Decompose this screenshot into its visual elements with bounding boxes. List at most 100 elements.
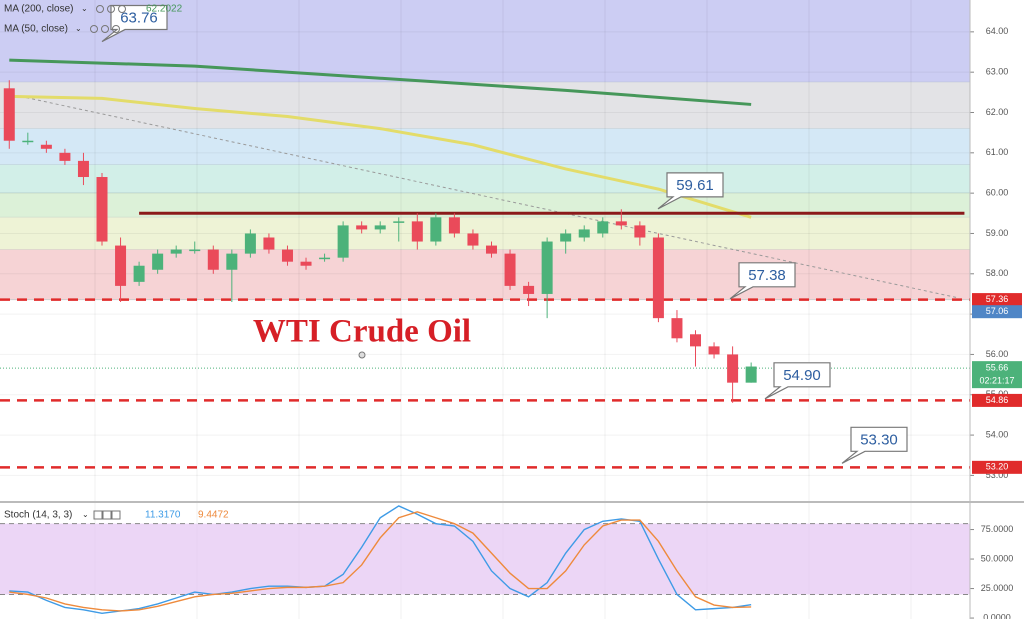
candle-body: [485, 245, 497, 254]
legend-value: 9.4472: [198, 510, 229, 521]
candle-body: [133, 265, 145, 282]
y-tick-label: 60.00: [986, 188, 1009, 198]
candle-body: [652, 237, 664, 319]
legend-icon[interactable]: [107, 5, 115, 13]
callout-box: [101, 4, 168, 43]
candle-body: [96, 177, 108, 242]
callout-label: 63.76: [120, 10, 158, 27]
candle-body: [411, 221, 423, 242]
legend-label: MA (50, close): [4, 24, 68, 35]
candle-body: [541, 241, 553, 294]
anchor-dot: [358, 351, 366, 359]
legend-icon[interactable]: [96, 5, 104, 13]
price-tag: [972, 460, 1022, 474]
legend-arrow: ⌄: [81, 4, 88, 13]
legend-value: 62.2022: [146, 4, 183, 15]
stoch-title: Stoch (14, 3, 3): [4, 510, 72, 521]
legend-icon[interactable]: [93, 510, 103, 520]
candle-body: [115, 245, 127, 286]
y-tick-label: 53.00: [986, 470, 1009, 480]
last-price-label: 55.66: [986, 363, 1009, 373]
candle-body: [77, 160, 89, 178]
candle-body: [244, 233, 256, 254]
price-tag-label: 54.86: [986, 395, 1009, 405]
candle-body: [40, 144, 52, 149]
candle-body: [523, 285, 535, 294]
price-tag-label: 53.20: [986, 462, 1009, 472]
candle-body: [281, 249, 293, 262]
price-tag-label: 57.36: [986, 294, 1009, 304]
callout-box: [841, 426, 908, 464]
candle-body: [226, 253, 238, 270]
price-tag: [972, 305, 1022, 319]
candle-body: [3, 88, 15, 141]
trend-line: [20, 95, 959, 299]
y-tick-label: 0.0000: [983, 612, 1011, 619]
candle-body: [708, 346, 720, 355]
legend-icon[interactable]: [90, 25, 98, 33]
y-tick-label: 75.0000: [981, 524, 1014, 534]
candle-body: [430, 217, 442, 242]
legend-label: MA (200, close): [4, 4, 73, 15]
zone: [0, 164, 970, 194]
legend-arrow: ⌄: [75, 24, 82, 33]
candle-body: [597, 221, 609, 234]
candle-body: [615, 221, 627, 226]
candle-body: [448, 217, 460, 234]
moving-average: [9, 58, 752, 106]
legend-icon[interactable]: [102, 510, 112, 520]
legend-icon[interactable]: [112, 25, 120, 33]
zone: [0, 217, 970, 250]
candle-body: [671, 318, 683, 339]
y-tick-label: 56.00: [986, 349, 1009, 359]
candle-body: [189, 249, 201, 252]
zone: [0, 82, 970, 129]
y-tick-label: 58.00: [986, 268, 1009, 278]
candle-body: [393, 221, 405, 223]
candle-body: [300, 261, 312, 266]
y-tick-label: 62.00: [986, 107, 1009, 117]
y-tick-label: 63.00: [986, 67, 1009, 77]
callout-box: [657, 172, 724, 210]
candle-body: [263, 237, 275, 250]
price-tag: [972, 393, 1022, 407]
legend-icon[interactable]: [118, 5, 126, 13]
candle-body: [337, 225, 349, 258]
candle-body: [690, 334, 702, 347]
y-tick-label: 50.0000: [981, 553, 1014, 563]
candle-body: [319, 257, 331, 260]
candle-body: [207, 249, 219, 270]
candle-body: [504, 253, 516, 286]
candle-body: [59, 152, 71, 161]
legend-icon[interactable]: [101, 25, 109, 33]
candle-body: [727, 354, 739, 383]
candle-body: [170, 249, 182, 254]
countdown: 02:21:17: [979, 376, 1014, 386]
legend-value: 11.3170: [145, 510, 181, 521]
legend-icon[interactable]: [111, 510, 121, 520]
callout-box: [764, 362, 831, 400]
candle-body: [560, 233, 572, 242]
y-tick-label: 59.00: [986, 228, 1009, 238]
callout-box: [729, 262, 796, 300]
callout-label: 54.90: [783, 367, 821, 384]
moving-average: [9, 94, 752, 219]
y-tick-label: 64.00: [986, 26, 1009, 36]
candle-body: [634, 225, 646, 238]
y-tick-label: 54.00: [986, 429, 1009, 439]
stoch-line: [9, 511, 752, 612]
annotation-title: WTI Crude Oil: [253, 314, 471, 350]
callout-label: 59.61: [676, 177, 714, 194]
callout-label: 57.38: [748, 267, 786, 284]
zone: [0, 249, 970, 300]
price-tag: [972, 293, 1022, 307]
legend-arrow: ⌄: [82, 510, 89, 519]
last-price-tag: [972, 361, 1022, 389]
candle-body: [356, 225, 368, 230]
price-tag-label: 57.06: [986, 306, 1009, 316]
candle-body: [22, 140, 34, 143]
